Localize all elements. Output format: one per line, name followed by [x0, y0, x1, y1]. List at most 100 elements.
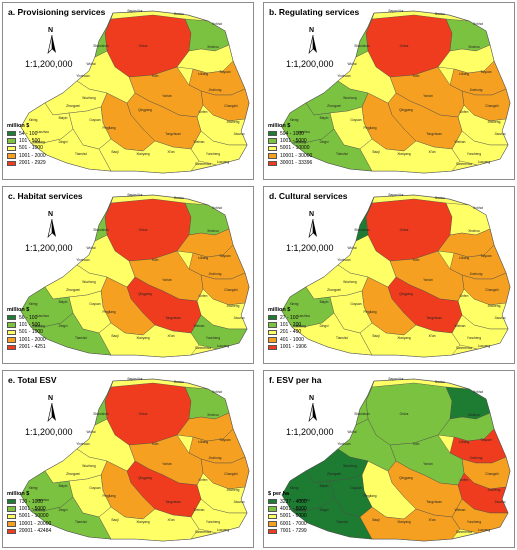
place-label: Luoyang	[478, 160, 490, 164]
legend-row: 501 - 1000	[7, 329, 77, 336]
place-label: Guyuan	[89, 302, 100, 306]
legend-row: 730 - 1000	[7, 498, 77, 505]
legend-swatch	[268, 528, 277, 534]
place-label: Xianyang	[397, 336, 411, 340]
panel-title: f. ESV per ha	[269, 375, 322, 385]
region-s-2	[359, 322, 461, 358]
place-label: Qingyang	[399, 476, 413, 480]
place-label: Yan'an	[423, 94, 433, 98]
place-label: Tongchuan	[426, 132, 442, 136]
place-label: Lüliang	[459, 72, 470, 76]
place-label: Baoji	[111, 334, 118, 338]
place-label: Dingxi	[59, 140, 68, 144]
place-label: Sanmenxia	[456, 346, 472, 350]
legend-row: 1001 - 1906	[268, 344, 338, 351]
map-scale: 1:1,200,000	[286, 59, 334, 69]
place-label: Linfen	[460, 110, 469, 114]
place-label: Yulin	[413, 442, 420, 446]
place-label: Jincheng	[488, 488, 501, 492]
place-label: Jiaozuo	[234, 316, 245, 320]
north-letter: N	[309, 395, 315, 402]
place-label: Wuhai	[348, 430, 357, 434]
place-label: Luoyang	[217, 344, 229, 348]
place-label: Sanmenxia	[195, 346, 211, 350]
place-label: Jinzhong	[209, 456, 222, 460]
legend-row: 1001 - 5000	[7, 505, 77, 512]
place-label: Xinzhou	[207, 229, 219, 233]
place-label: Baoji	[111, 150, 118, 154]
place-label: Yan'an	[162, 278, 172, 282]
legend-row: 1001 - 2000	[7, 152, 77, 159]
panel-provisioning-services: Bayan Nur Baotou Hohhot Ordos Shizuishan Wuha…	[2, 2, 254, 180]
place-label: Haidong	[294, 324, 306, 328]
region-nw-1	[94, 380, 114, 426]
legend-swatch	[7, 337, 16, 343]
region-w-1	[76, 234, 136, 288]
place-label: Jinzhong	[209, 272, 222, 276]
place-label: Jincheng	[227, 304, 240, 308]
place-label: Linfen	[460, 294, 469, 298]
place-label: Wuzhong	[82, 280, 96, 284]
place-label: Pingliang	[363, 310, 376, 314]
place-label: Wuhai	[87, 246, 96, 250]
region-w-1	[76, 50, 136, 104]
region-nw-1	[94, 196, 114, 242]
place-label: Taiyuan	[220, 70, 231, 74]
place-label: Xinzhou	[468, 229, 480, 233]
legend-swatch	[268, 337, 277, 343]
place-label: Ordos	[400, 44, 409, 48]
place-label: Yinchuan	[337, 442, 350, 446]
region-nw-1	[94, 12, 114, 58]
place-label: Wuzhong	[343, 464, 357, 468]
place-label: Yulin	[413, 74, 420, 78]
place-label: Guyuan	[89, 118, 100, 122]
region-s-2	[359, 138, 461, 174]
place-label: Pingliang	[363, 126, 376, 130]
place-label: Wuzhong	[343, 96, 357, 100]
place-label: Xi'an	[168, 150, 175, 154]
legend-swatch	[7, 314, 16, 321]
region-map: Bayan Nur Baotou Hohhot Ordos Shizuishan Wuha…	[20, 193, 250, 358]
place-label: Xinzhou	[207, 413, 219, 417]
place-label: Baoji	[372, 150, 379, 154]
place-label: Shizuishan	[93, 412, 109, 416]
legend-label: 30001 - 33396	[280, 160, 313, 167]
place-label: Yinchuan	[337, 258, 350, 262]
legend-label: 730 - 1000	[19, 498, 43, 505]
place-label: Tianshui	[336, 152, 348, 156]
place-label: Hohhot	[473, 390, 483, 394]
legend-row: 20001 - 42484	[7, 528, 77, 535]
legend-row: 101 - 200	[268, 321, 338, 328]
legend-swatch	[7, 322, 16, 328]
legend-row: 101 - 500	[7, 321, 77, 328]
place-label: Weinan	[194, 140, 205, 144]
place-label: Baiyin	[59, 116, 68, 120]
legend-label: 5001 - 6000	[280, 513, 307, 520]
place-label: Baotou	[435, 12, 445, 16]
legend-row: 10001 - 30000	[268, 152, 338, 159]
place-label: Baiyin	[320, 300, 329, 304]
place-label: Yan'an	[162, 462, 172, 466]
place-label: Xinzhou	[468, 45, 480, 49]
place-label: Dingxi	[320, 324, 329, 328]
place-label: Lanzhou	[298, 130, 310, 134]
panel-title: c. Habitat services	[8, 191, 83, 201]
place-label: Changzhi	[485, 288, 499, 292]
place-label: Tongchuan	[165, 316, 181, 320]
place-label: Yan'an	[162, 94, 172, 98]
region-w-1	[76, 418, 136, 472]
place-label: Baiyin	[320, 484, 329, 488]
place-label: Weinan	[455, 140, 466, 144]
region-w-1	[337, 418, 397, 472]
legend-label: 501 - 1000	[19, 145, 43, 152]
place-label: Jinzhong	[470, 456, 483, 460]
legend-label: 594 - 1000	[280, 130, 304, 137]
legend-row: 5001 - 10000	[7, 513, 77, 520]
map-scale: 1:1,200,000	[25, 243, 73, 253]
region-map: Bayan Nur Baotou Hohhot Ordos Shizuishan Wuha…	[20, 377, 250, 542]
place-label: Tianshui	[336, 336, 348, 340]
place-label: Hohhot	[212, 22, 222, 26]
legend-label: 5001 - 10000	[19, 513, 49, 520]
legend-swatch	[268, 513, 277, 520]
map-legend: $ per ha 3237 - 4000 4001 - 5000 5001 - 600…	[268, 491, 338, 535]
